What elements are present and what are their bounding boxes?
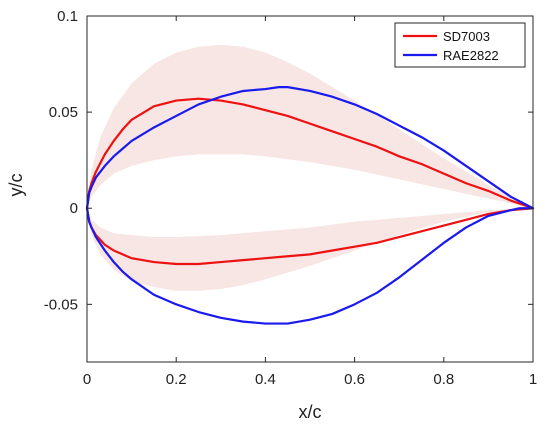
band-lower bbox=[87, 208, 533, 291]
x-tick-label: 0.8 bbox=[433, 371, 454, 388]
plot-area bbox=[85, 44, 535, 325]
y-tick-label: 0 bbox=[70, 200, 78, 217]
x-tick-label: 0 bbox=[83, 371, 91, 388]
y-tick-label: 0.05 bbox=[49, 104, 78, 121]
y-axis-label: y/c bbox=[6, 173, 26, 196]
y-tick-label: 0.1 bbox=[57, 8, 78, 25]
axes: 0 0.2 0.4 0.6 0.8 1 -0.05 0 0.05 0.1 bbox=[44, 8, 537, 388]
legend-label-sd7003: SD7003 bbox=[443, 29, 490, 44]
x-axis-label: x/c bbox=[298, 402, 321, 422]
legend-label-rae2822: RAE2822 bbox=[443, 48, 499, 63]
legend: SD7003 RAE2822 bbox=[394, 22, 526, 68]
axes-box bbox=[86, 15, 534, 363]
y-tick-label: -0.05 bbox=[44, 296, 78, 313]
x-tick-label: 1 bbox=[529, 371, 537, 388]
x-tick-label: 0.6 bbox=[344, 371, 365, 388]
x-tick-label: 0.2 bbox=[166, 371, 187, 388]
x-tick-label: 0.4 bbox=[255, 371, 276, 388]
band-upper bbox=[87, 44, 533, 209]
legend-box bbox=[394, 22, 526, 68]
